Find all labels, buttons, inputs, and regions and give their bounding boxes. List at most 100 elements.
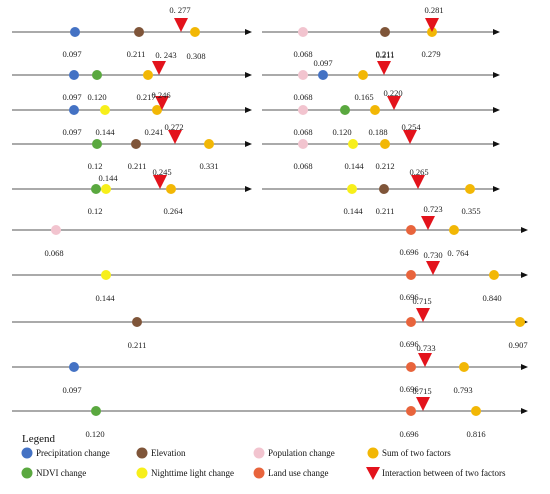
sum-marker (358, 70, 368, 80)
sum-value-label: 0. 764 (447, 248, 469, 258)
interaction-marker (411, 175, 425, 189)
legend-label-ndvi: NDVI change (36, 468, 86, 478)
elevation-marker (132, 317, 142, 327)
elevation-value-label: 0.211 (376, 49, 395, 59)
interaction-marker (387, 96, 401, 110)
sum-value-label: 0.793 (453, 385, 472, 395)
interaction-marker (403, 130, 417, 144)
landuse-value-label: 0.696 (399, 247, 418, 257)
population-marker (51, 225, 61, 235)
light-marker (347, 184, 357, 194)
sum-marker (465, 184, 475, 194)
sum-value-label: 0.907 (508, 340, 527, 350)
landuse-marker (406, 270, 416, 280)
population-value-label: 0.068 (293, 127, 312, 137)
sum-value-label: 0.279 (421, 49, 440, 59)
sum-marker (370, 105, 380, 115)
axis-arrowhead (493, 141, 500, 147)
sum-value-label: 0.212 (375, 161, 394, 171)
axis-arrowhead (245, 107, 252, 113)
sum-value-label: 0.264 (163, 206, 183, 216)
landuse-value-label: 0.696 (399, 429, 418, 439)
axis-line-r3: 0.068 0.120 0.188 0.220 (262, 88, 500, 137)
population-marker (298, 27, 308, 37)
axis-line-f3: 0.211 0.696 0.715 0.907 (12, 296, 528, 350)
legend-item-ndvi: NDVI change (21, 467, 86, 479)
light-value-label: 0.144 (343, 206, 363, 216)
elevation-value-label: 0.211 (127, 49, 146, 59)
sum-marker (459, 362, 469, 372)
ndvi-value-label: 0.12 (88, 161, 103, 171)
legend-label-population: Population change (268, 448, 335, 458)
landuse-marker (406, 225, 416, 235)
sum-marker (489, 270, 499, 280)
interaction-value-label: 0.265 (409, 167, 428, 177)
interaction-marker (421, 216, 435, 230)
interaction-value-label: 0. 277 (169, 5, 190, 15)
interaction-marker (416, 308, 430, 322)
legend-item-population: Population change (253, 447, 335, 459)
sum-marker (143, 70, 153, 80)
axis-line-f4: 0.097 0.696 0.733 0.793 (12, 343, 528, 395)
interaction-value-label: 0.272 (164, 122, 183, 132)
ndvi-value-label: 0.120 (87, 92, 106, 102)
axis-arrowhead (493, 72, 500, 78)
interaction-value-label: 0.254 (401, 122, 421, 132)
elevation-marker (379, 184, 389, 194)
light-value-label: 0.144 (344, 161, 364, 171)
axis-arrowhead (245, 141, 252, 147)
ndvi-marker (92, 70, 102, 80)
population-value-label: 0.068 (293, 161, 312, 171)
interaction-marker (425, 18, 439, 32)
legend-label-light: Nighttime light change (151, 468, 234, 478)
interaction-value-label: 0.733 (416, 343, 435, 353)
interaction-marker (377, 61, 391, 75)
interaction-value-label: 0.245 (152, 167, 171, 177)
elevation-marker (134, 27, 144, 37)
interaction-value-label: 0.730 (423, 250, 442, 260)
population-value-label: 0.068 (44, 248, 63, 258)
elevation-marker (380, 27, 390, 37)
population-value-label: 0.068 (293, 92, 312, 102)
sum-value-label: 0.816 (466, 429, 485, 439)
light-marker (101, 184, 111, 194)
precipitation-value-label: 0.097 (62, 92, 81, 102)
axis-arrowhead (521, 364, 528, 370)
landuse-marker (406, 406, 416, 416)
legend-label-landuse: Land use change (268, 468, 328, 478)
sum-value-label: 0.217 (136, 92, 155, 102)
interaction-marker (152, 61, 166, 75)
interaction-marker (174, 18, 188, 32)
legend-label-sum: Sum of two factors (382, 448, 451, 458)
precipitation-value-label: 0.097 (62, 127, 81, 137)
landuse-value-label: 0.696 (399, 384, 418, 394)
interaction-value-label: 0.723 (423, 204, 442, 214)
light-marker (100, 105, 110, 115)
sum-value-label: 0.840 (482, 293, 501, 303)
sum-marker (380, 139, 390, 149)
ndvi-marker (92, 139, 102, 149)
sum-marker (190, 27, 200, 37)
axis-line-r1: 0.068 0.211 0.279 0.281 (262, 5, 500, 59)
light-value-label: 0.144 (95, 293, 115, 303)
interaction-value-label: 0.281 (424, 5, 443, 15)
legend-item-interaction: Interaction between of two factors (366, 467, 506, 480)
legend-label-precipitation: Precipitation change (36, 448, 110, 458)
legend-item-precipitation: Precipitation change (21, 447, 110, 459)
light-value-label: 0.144 (95, 127, 115, 137)
population-marker (298, 139, 308, 149)
axis-line-l4: 0.12 0.211 0.272 0.331 (12, 122, 252, 171)
population-value-label: 0.068 (293, 49, 312, 59)
precipitation-value-label: 0.097 (62, 49, 81, 59)
interaction-marker (418, 353, 432, 367)
precipitation-marker (318, 70, 328, 80)
interaction-marker (168, 130, 182, 144)
axis-line-l1: 0.097 0.211 0.308 0. 277 (12, 5, 252, 61)
sum-value-label: 0.241 (144, 127, 163, 137)
precipitation-marker (70, 27, 80, 37)
axis-arrowhead (493, 29, 500, 35)
